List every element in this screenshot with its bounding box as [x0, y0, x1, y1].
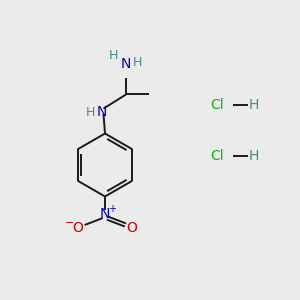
- Text: O: O: [127, 221, 137, 235]
- Text: Cl: Cl: [211, 98, 224, 112]
- Text: H: H: [85, 106, 95, 119]
- Text: H: H: [248, 149, 259, 163]
- Text: +: +: [108, 203, 116, 214]
- Text: −: −: [65, 218, 74, 228]
- Text: N: N: [120, 58, 130, 71]
- Text: H: H: [109, 49, 118, 62]
- Text: H: H: [133, 56, 142, 70]
- Text: Cl: Cl: [211, 149, 224, 163]
- Text: H: H: [248, 98, 259, 112]
- Text: N: N: [100, 208, 110, 221]
- Text: N: N: [97, 106, 107, 119]
- Text: O: O: [73, 221, 83, 235]
